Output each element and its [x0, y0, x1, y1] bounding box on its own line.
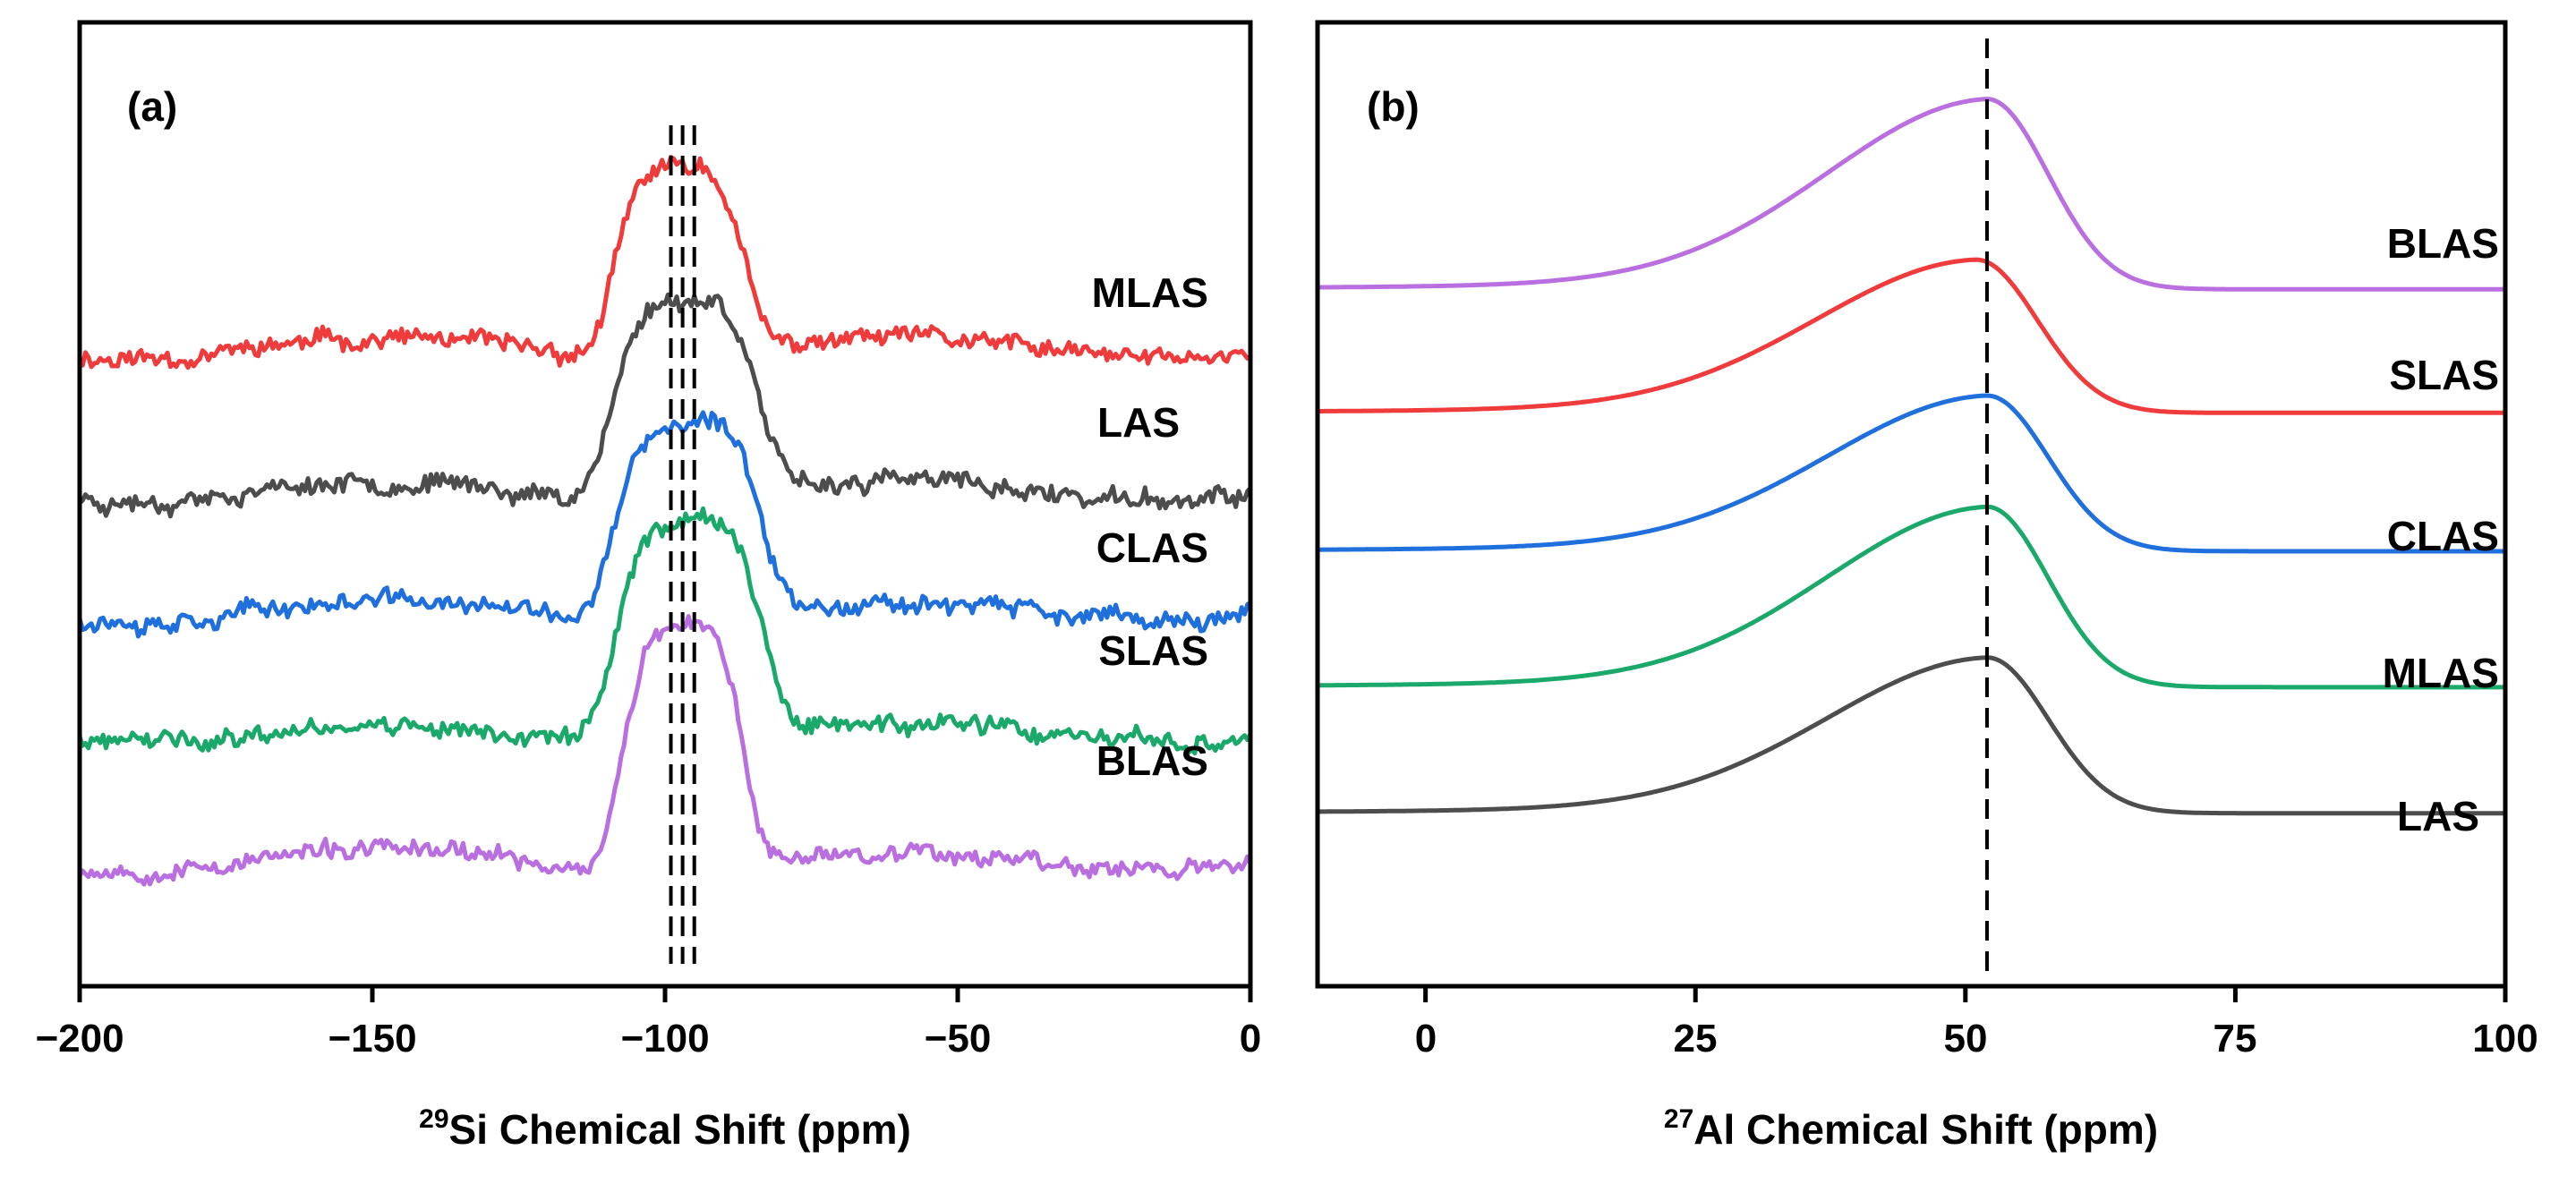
panel-a-tick-label: 0 — [1240, 1017, 1261, 1060]
panel-a-tick-label: −200 — [35, 1017, 124, 1060]
panel-b-x-axis-isotope: 27 — [1664, 1104, 1693, 1134]
panel-b-tick-label: 50 — [1944, 1017, 1988, 1060]
panel-b-x-ticks — [1423, 986, 2508, 1002]
panel-a-series-label-las: LAS — [1097, 399, 1180, 446]
panel-a-series-label-clas: CLAS — [1096, 524, 1208, 571]
series-line-a-mlas — [78, 155, 1252, 371]
series-line-b-slas — [1318, 257, 2505, 415]
panel-b-label: (b) — [1367, 83, 1420, 130]
series-line-b-clas — [1318, 393, 2505, 554]
series-line-b-las — [1318, 655, 2505, 816]
panel-b-series-label-blas: BLAS — [2387, 220, 2499, 267]
panel-b-x-axis-label: Al Chemical Shift (ppm) — [1693, 1106, 2158, 1153]
series-line-a-clas — [77, 410, 1252, 639]
panel-b-series-label-slas: SLAS — [2389, 352, 2499, 398]
panel-b-series-label-clas: CLAS — [2387, 513, 2499, 559]
series-line-b-blas — [1317, 97, 2505, 292]
panel-a-series-lines — [77, 155, 1253, 887]
panel-b-tick-label: 100 — [2472, 1017, 2538, 1060]
panel-b-x-axis-title: 27Al Chemical Shift (ppm) — [1664, 1104, 2158, 1153]
panel-a-reference-lines — [669, 125, 696, 964]
panel-a-series-label-slas: SLAS — [1098, 627, 1208, 674]
panel-a-tick-label: −100 — [620, 1017, 709, 1060]
panel-b-series-label-mlas: MLAS — [2383, 650, 2499, 696]
panel-a-tick-label: −150 — [328, 1017, 416, 1060]
panel-a-x-ticks — [77, 986, 1253, 1002]
panel-a-series-label-mlas: MLAS — [1092, 269, 1208, 316]
panel-a-x-axis-label: Si Chemical Shift (ppm) — [449, 1106, 911, 1153]
series-line-a-las — [78, 292, 1252, 519]
panel-a-x-axis-isotope: 29 — [419, 1104, 448, 1134]
panel-a-tick-label: −50 — [925, 1017, 992, 1060]
panel-b-al-spectra: (b) BLAS SLAS CLAS MLAS LAS 0 25 50 75 1… — [1315, 20, 2538, 1153]
series-line-b-mlas — [1318, 504, 2505, 690]
series-line-a-slas — [77, 506, 1253, 756]
series-line-a-blas — [77, 614, 1253, 887]
panel-b-tick-label: 25 — [1674, 1017, 1718, 1060]
panel-a-x-axis-title: 29Si Chemical Shift (ppm) — [419, 1104, 911, 1153]
panel-a-label: (a) — [127, 83, 177, 130]
panel-a-si-spectra: (a) MLAS LAS CLAS SLAS BLAS −200 −150 −1… — [35, 20, 1261, 1153]
panel-b-tick-label: 0 — [1415, 1017, 1437, 1060]
panel-a-series-label-blas: BLAS — [1096, 737, 1208, 784]
panel-b-frame — [1315, 20, 2508, 989]
panel-b-series-label-las: LAS — [2397, 793, 2479, 839]
panel-b-series-lines — [1317, 97, 2505, 816]
panel-b-tick-label: 75 — [2213, 1017, 2257, 1060]
